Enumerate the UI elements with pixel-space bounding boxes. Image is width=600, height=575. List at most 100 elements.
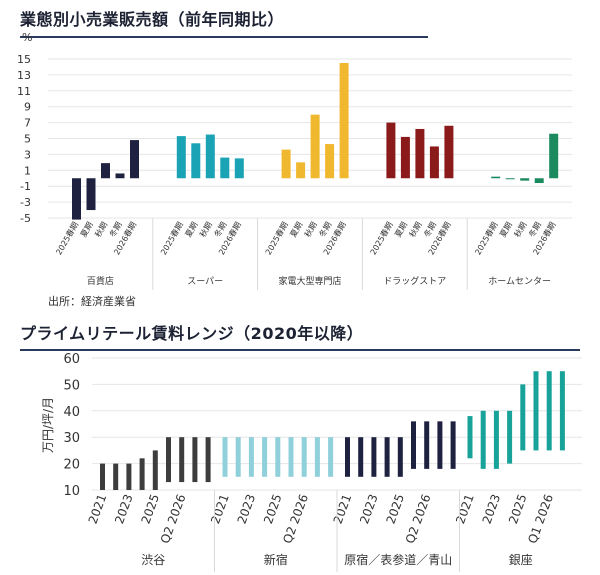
y-tick-label: 40	[63, 405, 80, 420]
range-bar	[533, 371, 539, 451]
range-bar	[328, 437, 334, 477]
range-bar	[235, 437, 241, 477]
x-tick-label: 2025春期	[158, 220, 185, 256]
chart1-title-rule	[20, 36, 428, 38]
bar	[86, 178, 96, 211]
y-tick-label: 7	[24, 117, 31, 130]
bar	[549, 133, 559, 179]
category-label: 家電大型専門店	[278, 275, 341, 287]
range-bar	[179, 437, 185, 483]
range-bar	[205, 437, 211, 483]
x-tick-label: 秋期	[407, 220, 424, 239]
range-bar	[424, 421, 430, 469]
y-axis-label: 万円/坪/月	[41, 397, 55, 453]
range-bar	[450, 421, 456, 469]
x-tick-label: 2023	[235, 492, 259, 525]
bar	[310, 114, 320, 179]
category-label: 百貨店	[87, 275, 114, 287]
bar	[520, 178, 530, 181]
range-bar	[248, 437, 254, 477]
range-bar	[358, 437, 364, 477]
x-tick-label: Q2 2026	[403, 492, 434, 545]
x-tick-label: 2025	[261, 492, 285, 525]
source-note: 出所：経済産業省	[48, 295, 136, 308]
x-tick-label: 秋期	[512, 220, 529, 239]
bar	[220, 157, 230, 179]
chart2-title: プライムリテール賃料レンジ（2020年以降）	[20, 324, 364, 343]
range-bar	[345, 437, 350, 477]
district-label: 原宿／表参道／青山	[344, 552, 452, 567]
bar	[444, 125, 454, 179]
bar	[176, 136, 186, 179]
y-tick-label: 15	[17, 53, 31, 66]
y-tick-label: -5	[20, 212, 31, 225]
range-bar	[411, 421, 416, 469]
y-tick-label: 3	[24, 148, 31, 161]
x-tick-label: 2021	[208, 492, 232, 525]
range-bar	[166, 437, 171, 483]
range-bar	[152, 450, 158, 490]
range-bar	[507, 410, 513, 464]
y-tick-label: 13	[17, 69, 31, 82]
x-tick-label: 夏期	[79, 221, 95, 239]
bar	[115, 173, 125, 179]
y-tick-label: 1	[24, 164, 31, 177]
x-tick-label: 2025春期	[53, 220, 80, 256]
x-tick-label: 2021	[331, 492, 355, 525]
x-tick-label: 秋期	[93, 220, 110, 239]
y-unit-label: %	[22, 31, 32, 44]
district-label: 銀座	[509, 552, 533, 567]
range-bar	[559, 371, 565, 451]
x-tick-label: Q2 2026	[280, 492, 311, 545]
range-bar	[480, 410, 486, 469]
range-bar	[437, 421, 443, 469]
range-bar	[139, 458, 145, 490]
x-tick-label: 2021	[86, 492, 110, 525]
bar	[491, 176, 501, 179]
range-bar	[192, 437, 198, 483]
y-tick-label: 11	[17, 85, 31, 98]
range-bar	[275, 437, 281, 477]
x-tick-label: 夏期	[289, 221, 305, 239]
bar	[101, 163, 110, 179]
x-tick-label: Q1 2026	[525, 492, 556, 545]
x-tick-label: 2023	[357, 492, 381, 525]
range-bar	[371, 437, 377, 477]
bar	[296, 162, 306, 179]
x-tick-label: 夏期	[393, 221, 409, 239]
category-label: ホームセンター	[488, 276, 551, 287]
bar	[505, 178, 515, 180]
bar	[325, 144, 335, 179]
district-label: 新宿	[264, 552, 288, 567]
category-label: スーパー	[187, 276, 223, 287]
bar	[130, 140, 139, 179]
bar	[415, 128, 425, 179]
x-tick-label: 2025春期	[473, 220, 500, 256]
range-bar	[262, 437, 268, 477]
range-bar	[301, 437, 307, 477]
range-bar	[397, 437, 403, 477]
y-tick-label: 30	[63, 431, 80, 446]
range-bar	[222, 437, 228, 477]
range-bar	[493, 410, 499, 469]
bar	[339, 62, 349, 179]
x-tick-label: 秋期	[197, 220, 214, 239]
x-tick-label: 2025	[139, 492, 163, 525]
bar	[429, 146, 439, 179]
x-tick-label: 夏期	[498, 221, 514, 239]
y-tick-label: 60	[63, 352, 80, 367]
range-bar	[113, 463, 119, 490]
chart1-title: 業態別小売業販売額（前年同期比）	[20, 10, 285, 29]
y-tick-label: 5	[24, 133, 31, 146]
bar	[191, 143, 201, 179]
bar	[534, 178, 544, 184]
range-bar	[100, 463, 105, 490]
range-bar	[314, 437, 320, 477]
sales-yoy-chart: %15131197531-1-3-52025春期夏期秋期冬期2026春期百貨店2…	[17, 31, 572, 290]
x-tick-label: 2025春期	[368, 220, 395, 256]
x-tick-label: 2023	[480, 492, 504, 525]
bar	[386, 122, 396, 179]
chart2-title-rule	[20, 349, 580, 351]
x-tick-label: 2025春期	[263, 220, 290, 256]
district-label: 渋谷	[141, 553, 165, 567]
